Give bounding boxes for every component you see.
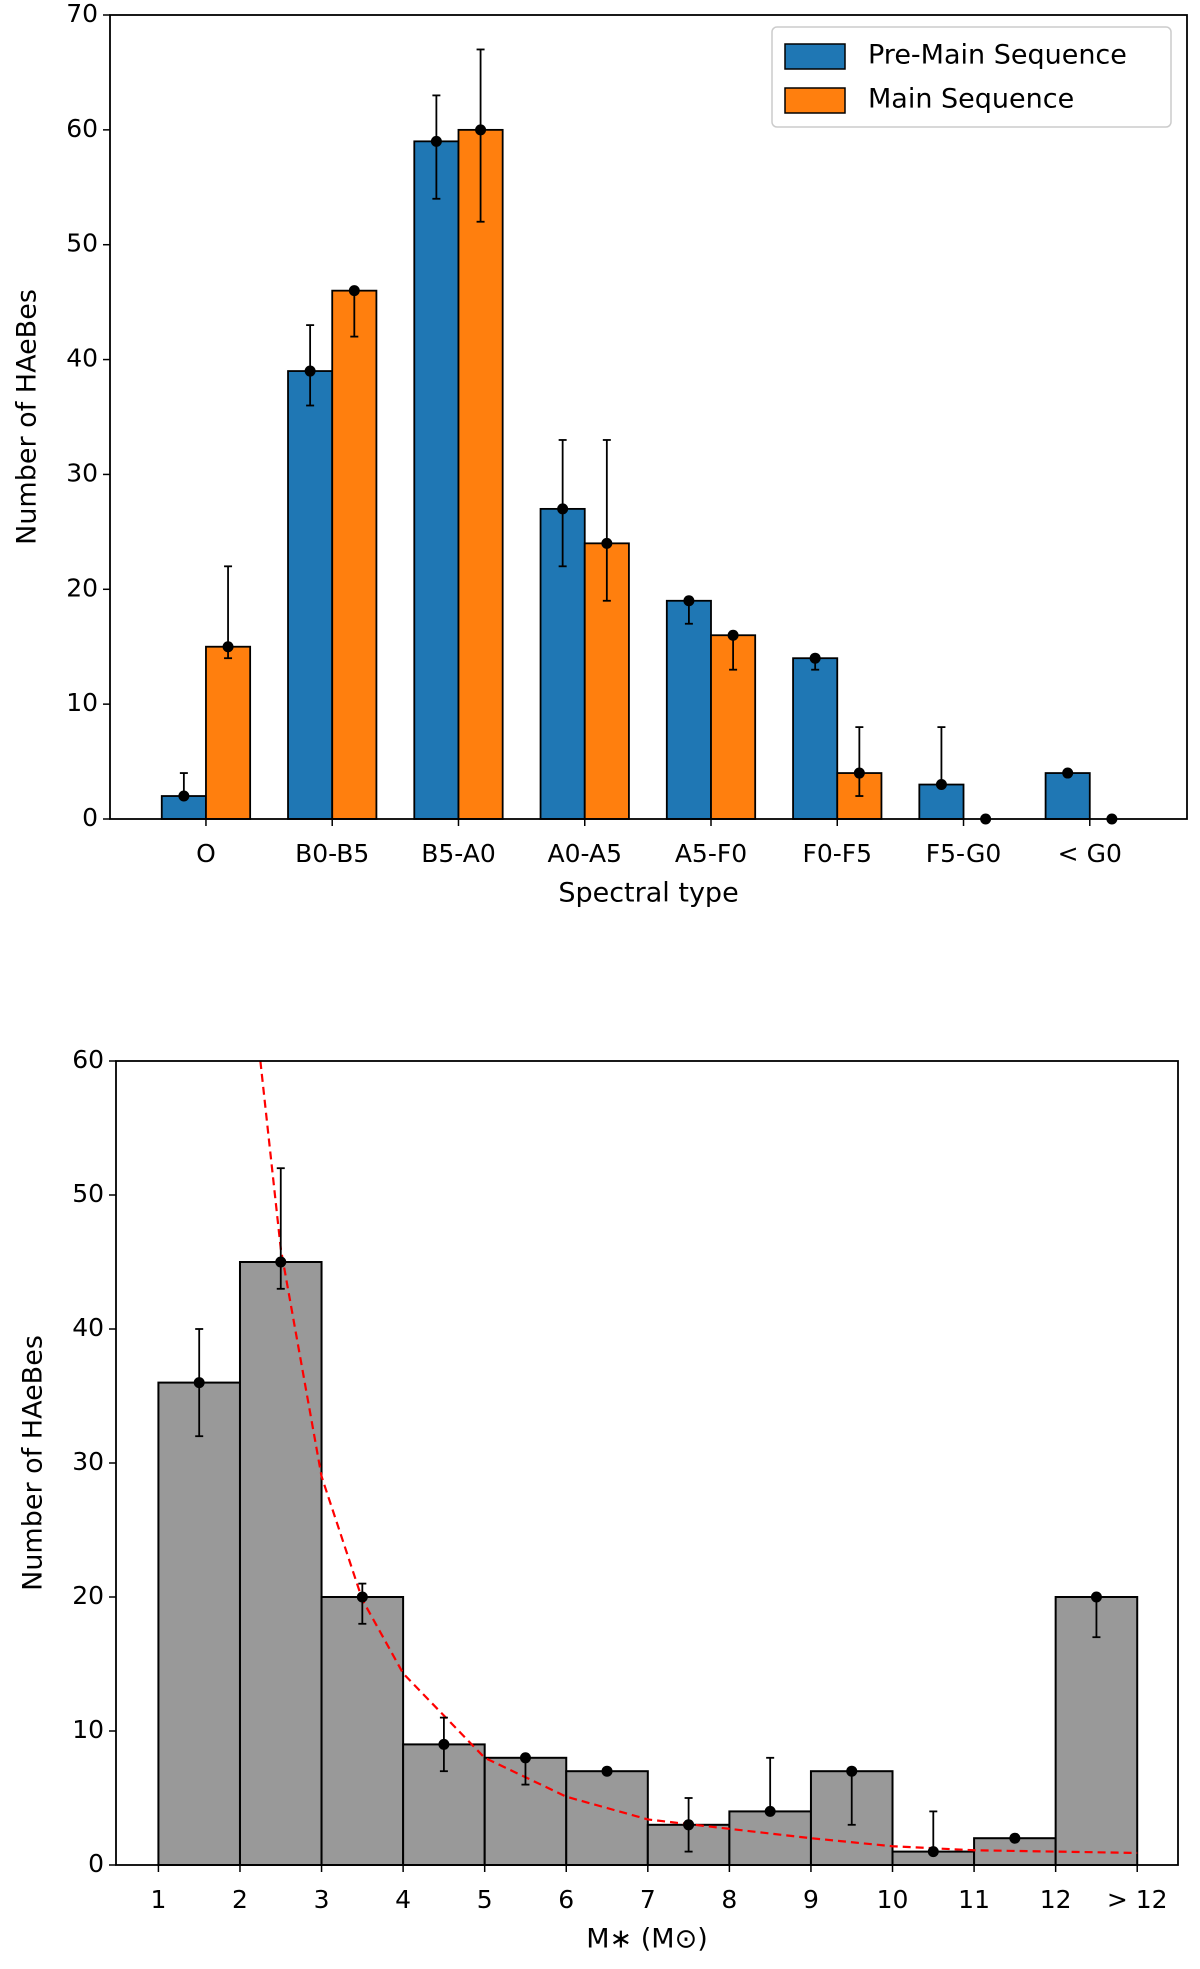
data-point <box>927 1846 939 1858</box>
bar <box>665 599 712 820</box>
y-tick-label: 50 <box>72 1179 104 1208</box>
x-tick-label: 5 <box>477 1885 493 1914</box>
data-point <box>304 365 316 377</box>
bar <box>413 140 460 820</box>
x-tick-label: < G0 <box>1058 839 1122 868</box>
y-tick-label: 30 <box>72 1447 104 1476</box>
x-tick-label: A0-A5 <box>547 839 622 868</box>
legend-swatch <box>784 87 846 114</box>
data-point <box>601 537 613 549</box>
x-tick-label: > 12 <box>1107 1885 1168 1914</box>
data-point <box>519 1752 531 1764</box>
x-tick-label: 11 <box>958 1885 990 1914</box>
x-tick-label: 6 <box>558 1885 574 1914</box>
y-tick-label: 60 <box>66 114 98 143</box>
x-tick-label: 4 <box>395 1885 411 1914</box>
data-point <box>764 1805 776 1817</box>
bar <box>205 645 252 820</box>
data-point <box>475 124 487 136</box>
data-point <box>1009 1832 1021 1844</box>
y-tick-label: 70 <box>66 0 98 28</box>
legend-swatch <box>784 43 846 70</box>
x-tick-label: B5-A0 <box>421 839 496 868</box>
data-point <box>601 1765 613 1777</box>
x-tick-label: 3 <box>314 1885 330 1914</box>
x-tick-label: 8 <box>721 1885 737 1914</box>
data-point <box>1062 767 1074 779</box>
histogram-bar <box>238 1261 323 1866</box>
data-point <box>846 1765 858 1777</box>
y-tick-label: 40 <box>72 1313 104 1342</box>
y-axis-label: Number of HAeBes <box>12 289 43 545</box>
bar <box>287 370 334 820</box>
legend-label: Pre-Main Sequence <box>868 40 1127 71</box>
data-point <box>1090 1591 1102 1603</box>
y-axis-label: Number of HAeBes <box>18 1335 49 1591</box>
x-tick-label: O <box>196 839 216 868</box>
data-point <box>438 1738 450 1750</box>
y-tick-label: 10 <box>66 688 98 717</box>
x-axis-label: M∗ (M⊙) <box>586 1924 708 1955</box>
data-point <box>356 1591 368 1603</box>
x-tick-label: 1 <box>150 1885 166 1914</box>
histogram-bar <box>728 1810 812 1867</box>
data-point <box>275 1256 287 1268</box>
x-tick-label: F5-G0 <box>926 839 1002 868</box>
data-point <box>683 1819 695 1831</box>
bar <box>792 657 839 820</box>
x-tick-label: 7 <box>640 1885 656 1914</box>
data-point <box>178 790 190 802</box>
x-tick-label: F0-F5 <box>802 839 872 868</box>
plot-frame <box>109 14 1188 820</box>
data-point <box>935 779 947 791</box>
legend-label: Main Sequence <box>868 84 1074 115</box>
data-point <box>683 595 695 607</box>
histogram-bar <box>320 1596 405 1866</box>
histogram-bar <box>157 1381 241 1866</box>
bar <box>457 128 504 820</box>
data-point <box>853 767 865 779</box>
x-tick-label: B0-B5 <box>295 839 369 868</box>
x-tick-label: 2 <box>232 1885 248 1914</box>
y-tick-label: 30 <box>66 458 98 487</box>
data-point <box>557 503 569 515</box>
y-tick-label: 40 <box>66 344 98 373</box>
y-tick-label: 10 <box>72 1715 104 1744</box>
data-point <box>727 629 739 641</box>
y-tick-label: 60 <box>72 1045 104 1074</box>
legend-box <box>771 26 1172 128</box>
data-point <box>193 1377 205 1389</box>
bar <box>918 783 965 820</box>
data-point <box>430 135 442 147</box>
data-point <box>348 285 360 297</box>
histogram-bar <box>565 1770 649 1866</box>
x-tick-label: 10 <box>877 1885 909 1914</box>
data-point <box>222 641 234 653</box>
data-point <box>809 652 821 664</box>
bar <box>1044 772 1091 820</box>
x-axis-label: Spectral type <box>558 878 738 909</box>
x-tick-label: 9 <box>803 1885 819 1914</box>
bar <box>331 289 378 820</box>
y-tick-label: 50 <box>66 229 98 258</box>
histogram-bar <box>1054 1596 1139 1866</box>
x-tick-label: 12 <box>1040 1885 1072 1914</box>
y-tick-label: 0 <box>88 1849 104 1878</box>
fit-curve <box>259 1061 1138 1855</box>
y-tick-label: 20 <box>66 573 98 602</box>
y-tick-label: 0 <box>82 803 98 832</box>
x-tick-label: A5-F0 <box>675 839 747 868</box>
y-tick-label: 20 <box>72 1581 104 1610</box>
